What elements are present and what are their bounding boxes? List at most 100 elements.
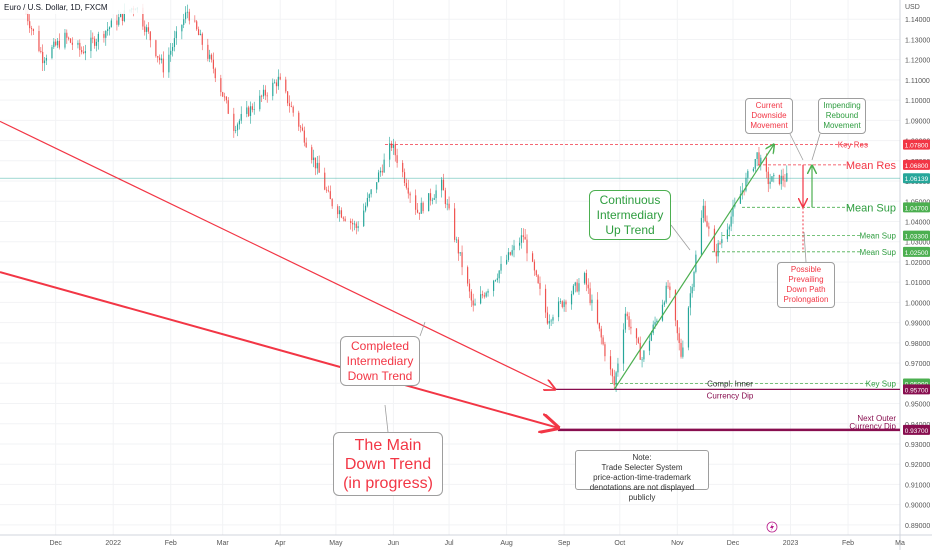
y-tick-label: 1.14000	[905, 17, 930, 24]
candle-body	[305, 142, 307, 148]
candle-body	[301, 127, 304, 131]
candle-body	[82, 52, 85, 54]
y-tick-label: 0.93000	[905, 442, 930, 449]
candle-body	[32, 29, 35, 32]
callout-line: Downside	[751, 111, 787, 120]
candle-body	[505, 259, 508, 264]
candle-body	[105, 30, 107, 38]
candle-body	[585, 273, 587, 285]
callout-impending-rebound: Impending Rebound Movement	[818, 98, 866, 134]
mean-res-label: Mean Res	[846, 160, 897, 172]
candle-body	[210, 54, 213, 60]
x-tick-label: 2023	[783, 540, 799, 547]
candle-body	[233, 113, 235, 131]
candle-body	[223, 96, 226, 98]
price-box	[903, 384, 930, 395]
candle-body	[329, 191, 331, 200]
x-tick-label: Jun	[388, 540, 399, 547]
price-box-label: 1.03300	[905, 234, 929, 241]
candle-body	[45, 58, 47, 61]
candle-body	[279, 76, 281, 80]
x-tick-label: Feb	[165, 540, 177, 547]
callout-continuous-up-trend: Continuous Intermediary Up Trend	[589, 190, 671, 240]
candle-body	[474, 303, 476, 306]
price-box	[903, 159, 930, 170]
x-tick-label: Sep	[558, 540, 571, 547]
candle-body	[116, 20, 118, 25]
candle-body	[576, 282, 578, 292]
callout-pointer	[670, 224, 691, 251]
candle-body	[303, 130, 305, 143]
candle-body	[717, 243, 719, 257]
candle-body	[175, 31, 177, 39]
candle-body	[340, 210, 343, 218]
last-price-box-label: 1.06139	[905, 176, 929, 183]
candle-body	[637, 338, 639, 343]
candle-body	[754, 159, 756, 169]
callout-line: Down Path	[786, 285, 826, 294]
candle-body	[324, 172, 326, 190]
candle-body	[689, 293, 691, 308]
candle-body	[235, 130, 237, 131]
candle-body	[461, 252, 463, 268]
candle-body	[518, 242, 521, 246]
candle-body	[207, 44, 209, 59]
callout-line: Down Trend	[347, 369, 413, 383]
candle-body	[381, 170, 383, 173]
candle-body	[77, 42, 79, 45]
candle-body	[144, 26, 146, 32]
candle-body	[583, 273, 586, 284]
candle-body	[415, 195, 417, 210]
candle-body	[708, 226, 710, 229]
candle-body	[467, 267, 469, 284]
price-box	[903, 230, 930, 241]
candle-body	[639, 342, 641, 360]
candle-body	[194, 20, 196, 22]
candle-body	[288, 103, 291, 107]
candle-body	[51, 47, 53, 59]
candle-body	[624, 313, 626, 330]
candle-body	[702, 205, 704, 218]
price-box	[903, 202, 930, 213]
candle-body	[663, 302, 665, 305]
candle-body	[264, 89, 266, 96]
y-axis-currency: USD	[905, 4, 920, 11]
key-sup-label: Key Sup	[866, 380, 897, 389]
candle-body	[42, 51, 44, 64]
candle-body	[596, 299, 599, 323]
candle-body	[403, 172, 406, 183]
candle-body	[650, 333, 652, 341]
price-box-label: 1.06800	[905, 163, 929, 170]
candle-body	[292, 106, 294, 113]
candle-body	[107, 29, 109, 31]
note-line: Note:	[632, 453, 652, 462]
candle-body	[316, 162, 318, 169]
candle-body	[285, 79, 287, 92]
candle-body	[730, 216, 732, 227]
candle-body	[713, 228, 716, 252]
candle-body	[628, 316, 630, 327]
x-tick-label: Mar	[217, 540, 230, 547]
candle-body	[563, 301, 565, 307]
candle-body	[363, 210, 365, 227]
candle-body	[773, 174, 775, 177]
mean-sup-label: Mean Sup	[860, 248, 897, 257]
candle-body	[274, 82, 276, 84]
candle-body	[188, 11, 190, 21]
candle-body	[533, 261, 536, 271]
candle-body	[197, 29, 200, 36]
callout-line: Up Trend	[605, 223, 655, 237]
candle-body	[225, 96, 227, 101]
candle-body	[149, 31, 151, 41]
candle-body	[287, 91, 289, 104]
candle-body	[643, 350, 645, 360]
candle-body	[394, 144, 396, 156]
candle-body	[429, 193, 432, 201]
candle-body	[331, 199, 333, 207]
candle-body	[589, 288, 591, 304]
candle-body	[337, 206, 339, 215]
y-tick-label: 1.13000	[905, 37, 930, 44]
candle-body	[656, 320, 658, 323]
candle-body	[171, 47, 174, 51]
